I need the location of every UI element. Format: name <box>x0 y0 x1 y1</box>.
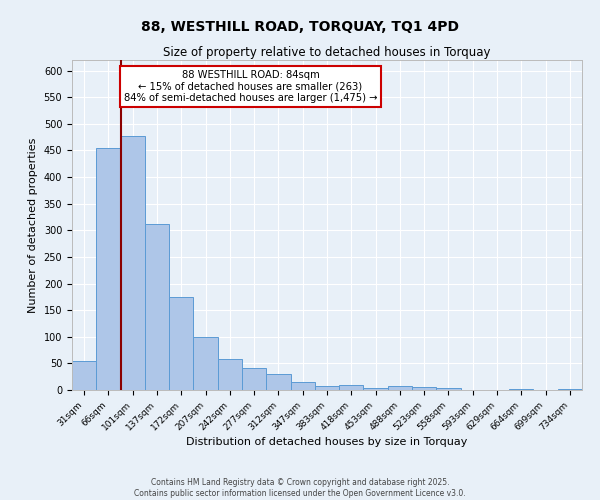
Bar <box>509 389 533 390</box>
Bar <box>388 386 412 390</box>
Bar <box>96 148 121 390</box>
Bar <box>412 388 436 390</box>
Bar <box>364 388 388 390</box>
Text: 88 WESTHILL ROAD: 84sqm
← 15% of detached houses are smaller (263)
84% of semi-d: 88 WESTHILL ROAD: 84sqm ← 15% of detache… <box>124 70 377 103</box>
Bar <box>121 136 145 390</box>
Text: 88, WESTHILL ROAD, TORQUAY, TQ1 4PD: 88, WESTHILL ROAD, TORQUAY, TQ1 4PD <box>141 20 459 34</box>
Bar <box>193 337 218 390</box>
Bar <box>218 359 242 390</box>
Bar <box>558 389 582 390</box>
Bar <box>436 388 461 390</box>
Bar <box>315 386 339 390</box>
Bar <box>290 382 315 390</box>
Bar <box>72 360 96 390</box>
Y-axis label: Number of detached properties: Number of detached properties <box>28 138 38 312</box>
Bar <box>339 384 364 390</box>
Bar <box>266 374 290 390</box>
Title: Size of property relative to detached houses in Torquay: Size of property relative to detached ho… <box>163 46 491 59</box>
Bar <box>242 368 266 390</box>
Bar <box>169 297 193 390</box>
X-axis label: Distribution of detached houses by size in Torquay: Distribution of detached houses by size … <box>187 438 467 448</box>
Bar <box>145 224 169 390</box>
Text: Contains HM Land Registry data © Crown copyright and database right 2025.
Contai: Contains HM Land Registry data © Crown c… <box>134 478 466 498</box>
